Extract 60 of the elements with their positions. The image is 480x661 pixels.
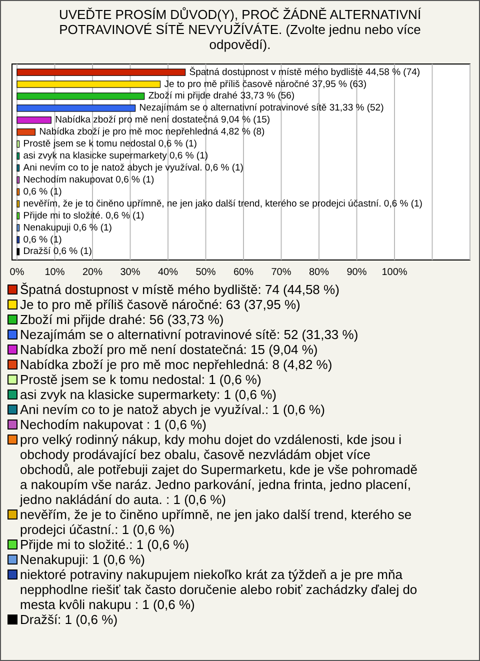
category-label: Prostě jsem se k tomu nedostal 0,6 % (1) <box>23 138 197 150</box>
category-label: Nenakupuji 0,6 % (1) <box>23 222 112 234</box>
x-tick-label: 60% <box>233 267 254 278</box>
bar <box>16 152 20 160</box>
text: Zboží mi přijde drahé: 56 (33,73 %) <box>20 312 224 327</box>
bar <box>16 140 20 148</box>
category-label: nevěřím, že je to činěno upřímně, ne jen jako další trend, kterého se prodejci účastní. 0,6 % (1) <box>23 198 422 210</box>
chart-title: UVEĎTE PROSÍM DŮVOD(Y), PROČ ŽÁDNĚ ALTERNATIVNÍ POTRAVINOVÉ SÍTĚ NEVYUŽÍVÁTE. (Zvolte jednu nebo více odpovědí). <box>58 7 422 52</box>
category-label: Nezajímám se o alternativní potravinové sítě 31,33 % (52) <box>139 102 384 114</box>
bar <box>16 128 36 136</box>
text: Nabídka zboží je pro mě moc nepřehledná: 8 (4,82 %) <box>20 357 332 372</box>
text: Nenakupuji: 1 (0,6 %) <box>20 552 146 567</box>
category-label: Přijde mi to složité. 0,6 % (1) <box>23 210 144 222</box>
bar <box>16 116 52 124</box>
text: nevěřím, že je to činěno upřímně, ne jen jako další trend, kterého se prodejci účastní.: 1 (0,6 %) <box>20 507 412 537</box>
category-label: Nabídka zboží pro mě není dostatečná 9,04 % (15) <box>55 114 270 126</box>
x-tick-label: 30% <box>120 267 140 278</box>
bar <box>16 80 161 88</box>
text: Prostě jsem se k tomu nedostal: 1 (0,6 %) <box>20 372 262 387</box>
category-label: Nechodím nakupovat 0,6 % (1) <box>23 174 154 186</box>
bar <box>16 188 20 196</box>
category-label: Dražší 0,6 % (1) <box>23 246 92 258</box>
x-tick-label: 20% <box>82 267 103 278</box>
bar <box>16 104 136 112</box>
bar <box>16 68 186 76</box>
category-label: Nabídka zboží je pro mě moc nepřehledná 4,82 % (8) <box>39 126 265 138</box>
x-tick-label: 70% <box>271 267 292 278</box>
x-tick-label: 0% <box>10 267 24 278</box>
category-label: Je to pro mě příliš časově náročné 37,95 % (63) <box>164 78 367 90</box>
x-tick-label: 40% <box>158 267 178 278</box>
x-tick-label: 10% <box>44 267 65 278</box>
bar <box>16 248 20 256</box>
text: Nabídka zboží pro mě není dostatečná: 15 (9,04 %) <box>20 342 318 357</box>
text: Přijde mi to složité.: 1 (0,6 %) <box>20 537 190 552</box>
x-tick-label: 80% <box>308 267 330 278</box>
bar <box>16 224 20 232</box>
text: niektoré potraviny nakupujem niekoľko krát za týždeň a je pre mňa nepphodlne riešiť tak často doručenie alebo robiť zachádzky ďalej do mesta kvôli nakupu : 1 (0,6 %) <box>20 567 418 612</box>
text: Nechodím nakupovat : 1 (0,6 %) <box>20 417 206 432</box>
category-label: Špatná dostupnost v místě mého bydliště 44,58 % (74) <box>189 66 420 78</box>
bar <box>16 92 145 100</box>
bar <box>16 212 20 220</box>
text: Dražší: 1 (0,6 %) <box>20 612 118 627</box>
bar <box>16 236 20 244</box>
text: asi zvyk na klasicke supermarkety: 1 (0,6 %) <box>20 387 276 402</box>
data-label: 0,6 % (1) <box>23 234 62 246</box>
data-label: 0,6 % (1) <box>23 186 62 198</box>
text: Nezajímám se o alternativní potravinové sítě: 52 (31,33 %) <box>20 327 358 342</box>
text: Ani nevím co to je natož abych je využíval.: 1 (0,6 %) <box>20 402 325 417</box>
text: pro velký rodinný nákup, kdy mohu dojet do vzdálenosti, kde jsou i obchody prodávající bez obalu, časově nezvládám objet více obchodů, ale potřebuji zajet do Supermarketu, kde je vše pohromadě a nakoupím vše naráz. Jedno parkování, jedna frinta, jedno placení, jedno nakládání do auta. : 1 (0,6 %) <box>19 432 418 507</box>
bar <box>16 200 20 208</box>
x-tick-label: 90% <box>346 267 367 278</box>
bar <box>16 164 20 172</box>
category-label: Zboží mi přijde drahé 33,73 % (56) <box>148 90 295 102</box>
bar <box>16 176 20 184</box>
x-tick-label: 50% <box>196 267 216 278</box>
category-label: Ani nevím co to je natož abych je využíval. 0,6 % (1) <box>23 162 244 174</box>
text: Špatná dostupnost v místě mého bydliště: 74 (44,58 %) <box>20 282 340 297</box>
x-tick-label: 100% <box>382 267 408 278</box>
text: Je to pro mě příliš časově náročné: 63 (37,95 %) <box>20 297 300 312</box>
category-label: asi zvyk na klasicke supermarkety 0,6 % (1) <box>23 150 208 162</box>
